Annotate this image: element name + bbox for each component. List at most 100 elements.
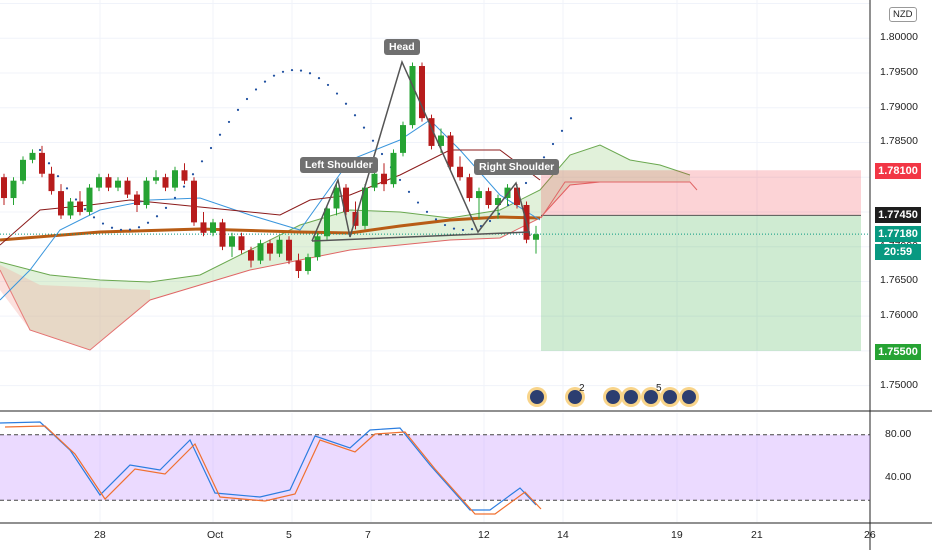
sar-dot — [191, 173, 195, 176]
event-count: 2 — [579, 383, 585, 394]
sar-dot — [434, 218, 438, 221]
sar-dot — [164, 206, 168, 209]
candle — [400, 125, 406, 153]
candle — [533, 234, 539, 240]
candle — [29, 152, 36, 160]
candle — [305, 257, 311, 272]
candle — [200, 222, 207, 233]
candle — [143, 180, 150, 205]
price-tick-label: 1.78500 — [880, 135, 918, 148]
sar-dot — [281, 70, 285, 73]
price-tick-label: 1.79500 — [880, 65, 918, 78]
sar-dot — [128, 228, 132, 231]
sar-dot — [488, 219, 492, 223]
oscillator-tick-label: 80.00 — [885, 427, 912, 440]
sar-dot — [425, 210, 429, 213]
candle — [58, 191, 64, 216]
sar-dot — [173, 196, 177, 199]
sar-dot — [542, 156, 546, 159]
candle — [267, 243, 273, 254]
sar-dot — [182, 185, 186, 188]
candle — [390, 152, 397, 185]
head-shoulders-pattern — [311, 59, 531, 242]
currency-badge[interactable]: NZD — [889, 7, 917, 22]
ichimoku-cloud — [0, 145, 690, 350]
moving-average-line — [0, 215, 541, 242]
price-tick-label: 1.80000 — [880, 31, 918, 44]
sar-dot — [83, 208, 87, 211]
event-icon — [660, 387, 680, 407]
candle — [371, 173, 378, 188]
sar-dot — [560, 129, 564, 132]
sar-dot — [290, 68, 294, 72]
ichimoku-cloud-bearish — [0, 265, 150, 350]
sar-dot — [137, 226, 141, 229]
price-tag: 1.77450 — [875, 207, 921, 223]
sar-dot — [254, 88, 258, 91]
sar-dot — [407, 190, 411, 193]
sar-dot — [272, 74, 276, 77]
candle — [181, 170, 188, 181]
candle — [276, 239, 283, 254]
sar-dot — [209, 146, 213, 150]
candle — [105, 177, 112, 188]
oscillator-band — [0, 434, 870, 501]
candle — [219, 222, 226, 247]
candle — [248, 250, 254, 261]
sar-dot — [245, 97, 249, 101]
candle — [229, 236, 235, 247]
time-tick-label: 7 — [365, 529, 371, 541]
sar-dot — [353, 114, 357, 117]
time-tick-label: 19 — [671, 529, 683, 541]
candle — [10, 180, 17, 199]
price-tick-label: 1.75000 — [880, 378, 918, 391]
candle — [343, 187, 349, 212]
time-tick-label: 14 — [557, 529, 569, 541]
sar-dot — [461, 228, 465, 232]
time-tick-label: 26 — [864, 529, 876, 541]
candle — [419, 66, 425, 119]
sar-dot — [380, 152, 384, 156]
event-icon — [565, 387, 585, 407]
sar-dot — [110, 226, 114, 229]
price-tag: 1.75500 — [875, 344, 921, 360]
sar-dot — [317, 77, 321, 80]
sar-dot — [101, 222, 105, 225]
candle — [485, 191, 492, 205]
candle — [257, 243, 264, 261]
sar-dot — [263, 80, 267, 83]
candle — [153, 177, 159, 181]
sar-dot — [326, 83, 330, 87]
sar-dot — [371, 139, 375, 142]
candle — [115, 180, 121, 188]
candle — [172, 170, 178, 188]
candle — [314, 236, 321, 258]
sar-dot — [146, 221, 150, 224]
sar-dot — [218, 133, 222, 136]
price-tag: 20:59 — [875, 244, 921, 260]
candle — [1, 177, 7, 199]
event-icon — [679, 387, 699, 407]
candle — [134, 194, 140, 205]
candle — [286, 239, 292, 261]
price-tick-label: 1.76500 — [880, 274, 918, 287]
sar-dot — [335, 92, 339, 95]
candle — [295, 260, 302, 272]
cloud-span-a — [0, 144, 691, 283]
sar-dot — [47, 162, 51, 165]
candle — [210, 222, 216, 233]
candle — [86, 187, 93, 212]
stop-loss-zone — [541, 170, 861, 216]
sar-dot — [308, 72, 312, 75]
head-label: Head — [384, 39, 420, 55]
take-profit-zone — [541, 215, 861, 351]
candle — [162, 177, 169, 188]
sar-dot — [155, 215, 159, 218]
sar-dot — [74, 198, 78, 201]
time-tick-label: 12 — [478, 529, 490, 541]
neckline — [311, 231, 531, 242]
candle — [48, 173, 55, 192]
sar-dot — [416, 201, 420, 204]
